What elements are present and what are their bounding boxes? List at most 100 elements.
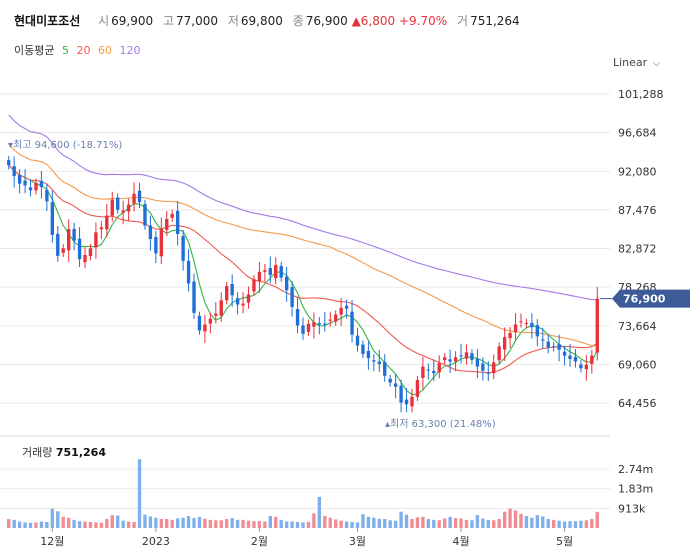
candle-body	[66, 228, 71, 251]
candle-body	[377, 361, 381, 365]
volume-bar	[137, 459, 142, 528]
volume-bar	[366, 516, 371, 528]
candle-body	[513, 324, 518, 332]
candle-body	[432, 370, 436, 374]
candle-body	[595, 298, 599, 353]
volume-bar	[121, 520, 125, 528]
volume-bar	[72, 519, 76, 528]
candle-body	[137, 190, 142, 203]
volume-bar	[519, 513, 523, 528]
volume-bar	[372, 517, 376, 528]
candle-body	[328, 319, 332, 321]
volume-bar	[257, 521, 262, 528]
volume-bar	[214, 520, 218, 528]
y-tick-label: 82,872	[618, 243, 657, 256]
volume-bar	[312, 513, 316, 528]
candle-body	[94, 232, 98, 248]
candle-body	[12, 166, 16, 177]
candle-body	[208, 318, 213, 324]
x-tick-label: 4월	[452, 535, 469, 548]
volume-bars	[7, 459, 599, 528]
candle-body	[170, 213, 174, 218]
candle-body	[290, 287, 294, 307]
candle-body	[557, 344, 561, 350]
volume-bar	[159, 518, 164, 528]
volume-bar	[241, 519, 245, 528]
candle-body	[355, 335, 360, 346]
open-value: 69,900	[111, 14, 154, 28]
scale-selector[interactable]: Linear ⌵	[613, 56, 660, 69]
candle-body	[584, 364, 589, 370]
volume-bar	[274, 516, 278, 528]
volume-bar	[437, 520, 441, 528]
volume-value: 751,264	[470, 14, 520, 28]
volume-bar	[421, 516, 425, 528]
volume-bar	[126, 521, 131, 528]
volume-bar	[17, 521, 22, 528]
candle-body	[453, 357, 458, 362]
volume-bar	[393, 520, 398, 528]
volume-label: 거	[457, 14, 469, 28]
volume-bar	[219, 520, 223, 528]
volume-bar	[110, 515, 114, 528]
candle-body	[181, 236, 185, 261]
volume-bar	[502, 511, 507, 528]
volume-bar	[459, 518, 463, 528]
candle-body	[421, 366, 425, 378]
candle-body	[274, 265, 278, 279]
volume-bar	[34, 522, 38, 528]
candle-body	[72, 228, 76, 241]
volume-bar	[328, 517, 332, 528]
candle-body	[442, 357, 447, 361]
volume-bar	[530, 517, 534, 528]
candle-body	[39, 180, 44, 188]
ma-legend: 이동평균 5 20 60 120	[14, 42, 144, 58]
volume-bar	[181, 517, 185, 528]
candle-body	[568, 355, 572, 360]
volume-bar	[535, 515, 540, 528]
candle-body	[492, 362, 496, 374]
candle-body	[126, 204, 131, 212]
candle-body	[165, 218, 169, 230]
candle-body	[219, 300, 223, 316]
candle-body	[426, 369, 431, 371]
current-price-label: 76,900	[623, 293, 666, 306]
candle-body	[334, 314, 338, 322]
ma-legend-title: 이동평균	[14, 44, 55, 57]
candle-body	[99, 227, 104, 230]
volume-grid-lines	[0, 468, 610, 509]
y-tick-label: 69,060	[618, 358, 657, 371]
candle-body	[475, 358, 480, 367]
candle-body	[372, 360, 376, 362]
candle-body	[214, 313, 218, 316]
candle-body	[159, 228, 164, 257]
candle-body	[399, 385, 403, 403]
candle-body	[350, 311, 354, 335]
scale-label: Linear	[612, 56, 648, 69]
y-tick-label: 92,080	[618, 165, 657, 178]
volume-bar	[295, 521, 300, 528]
candle-body	[132, 193, 136, 204]
x-tick-label: 2월	[251, 535, 268, 548]
y-tick-label: 96,684	[618, 127, 657, 140]
candle-body	[393, 383, 398, 387]
volume-bar	[306, 521, 311, 528]
candle-body	[366, 350, 371, 359]
annotations: ▾최고 94,600 (-18.71%) ▴최저 63,300 (21.48%) 7…	[8, 139, 690, 430]
volume-bar	[148, 516, 153, 528]
candle-body	[519, 321, 523, 323]
volume-bar	[50, 508, 55, 528]
ma-20-label: 20	[76, 44, 91, 57]
volume-bar	[94, 522, 98, 528]
volume-bar	[235, 519, 240, 528]
volume-bar	[355, 522, 360, 528]
candle-body	[573, 356, 578, 362]
volume-axis-ticks: 2.74m 1.83m 913k	[618, 463, 653, 515]
candle-body	[410, 396, 414, 407]
volume-bar	[334, 519, 338, 528]
volume-bar	[513, 510, 518, 528]
volume-bar	[546, 518, 550, 528]
volume-bar	[143, 514, 147, 528]
volume-bar	[323, 515, 327, 528]
